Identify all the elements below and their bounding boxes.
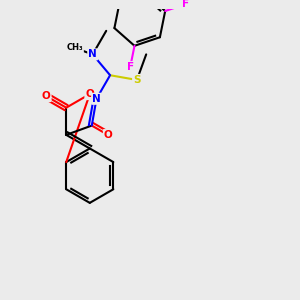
Text: F: F <box>182 0 189 9</box>
Text: O: O <box>42 91 51 101</box>
Text: F: F <box>127 62 134 72</box>
Text: CH₃: CH₃ <box>66 44 83 52</box>
Text: N: N <box>88 50 97 59</box>
Text: O: O <box>85 89 94 99</box>
Text: S: S <box>133 75 141 85</box>
Text: N: N <box>92 94 101 104</box>
Text: O: O <box>104 130 112 140</box>
